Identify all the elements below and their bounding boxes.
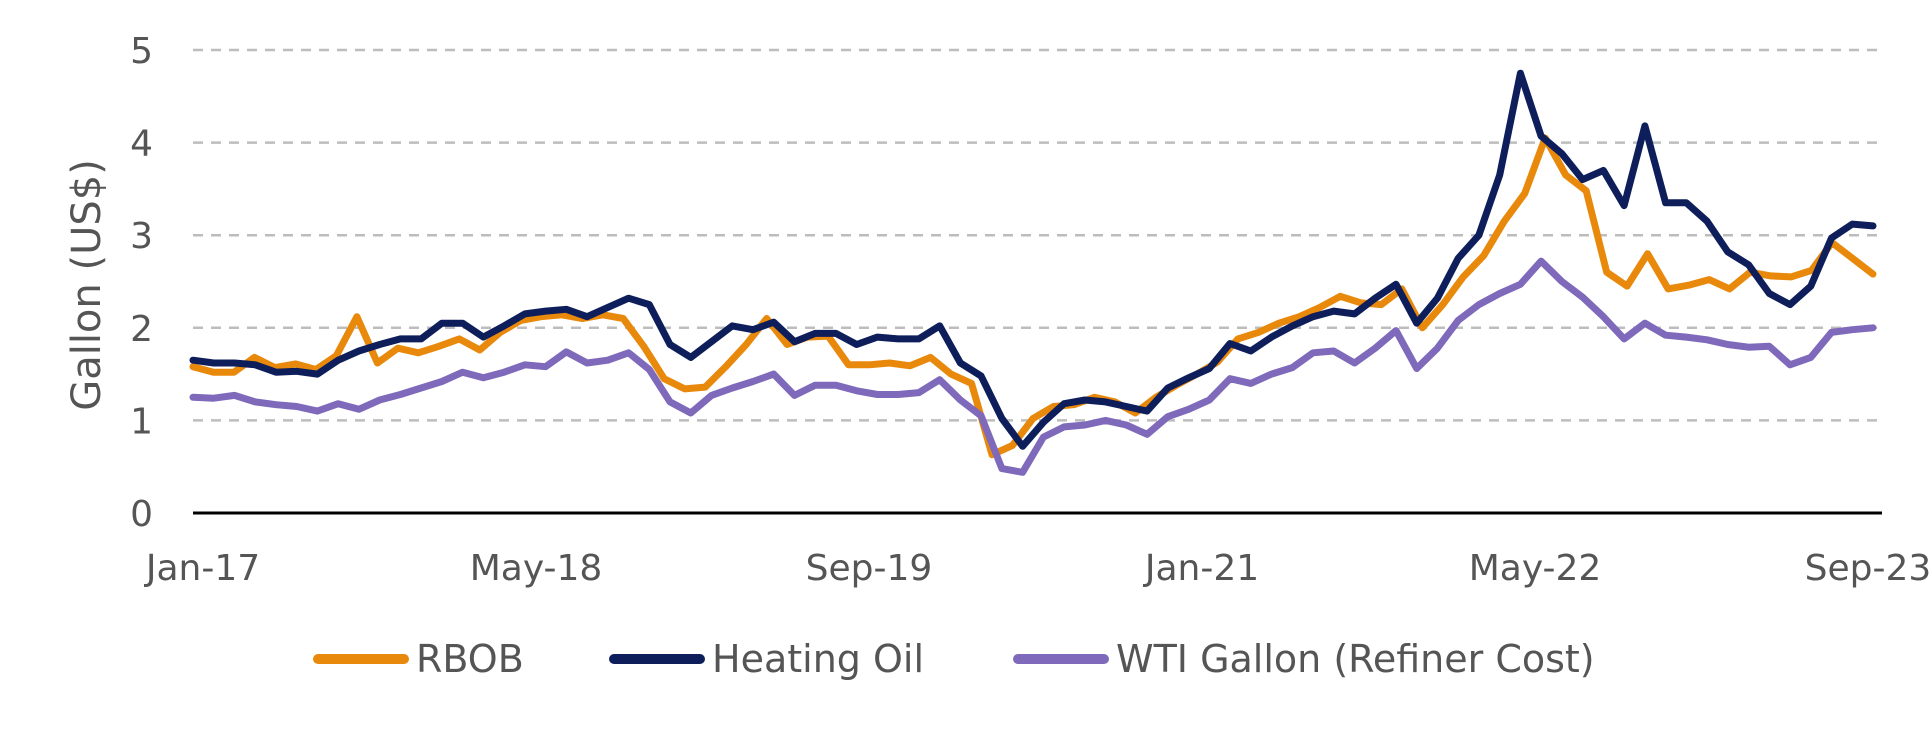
legend-label: WTI Gallon (Refiner Cost) (1116, 637, 1595, 681)
y-axis-ticks: 0 1 2 3 4 5 (130, 31, 153, 535)
x-tick-label: May-18 (470, 548, 603, 589)
x-axis-ticks: Jan-17 May-18 Sep-19 Jan-21 May-22 Sep-23 (144, 548, 1931, 589)
series-line-2 (189, 257, 1877, 476)
x-tick-label: Jan-21 (1143, 548, 1259, 589)
x-tick-label: Sep-23 (1805, 548, 1932, 589)
series-line-1 (189, 69, 1877, 450)
y-tick-label: 3 (130, 216, 153, 257)
series-lines (189, 69, 1877, 476)
x-tick-label: Jan-17 (144, 548, 260, 589)
x-tick-label: Sep-19 (806, 548, 933, 589)
legend-label: Heating Oil (712, 637, 924, 681)
y-tick-label: 4 (130, 124, 153, 165)
grid-lines (193, 48, 1882, 422)
y-tick-label: 2 (130, 309, 153, 350)
legend: RBOB Heating Oil WTI Gallon (Refiner Cost) (313, 637, 1595, 681)
y-tick-label: 5 (130, 31, 153, 72)
legend-label: RBOB (416, 637, 524, 681)
series-line-0 (189, 134, 1877, 459)
y-axis-title: Gallon (US$) (64, 159, 110, 411)
y-tick-label: 0 (130, 494, 153, 535)
x-tick-label: May-22 (1469, 548, 1602, 589)
y-tick-label: 1 (130, 401, 153, 442)
